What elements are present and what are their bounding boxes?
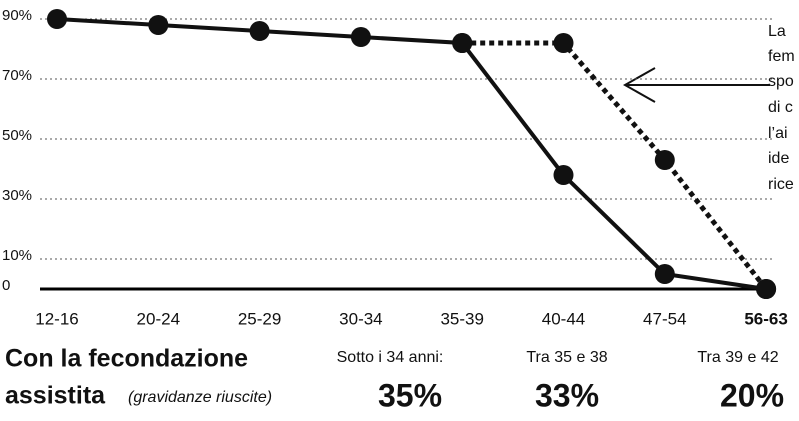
x-tick-label: 47-54 [643, 309, 686, 328]
y-tick-label: 90% [2, 7, 32, 24]
footer-note: (gravidanze riuscite) [128, 389, 272, 406]
x-tick-label: 40-44 [542, 309, 585, 328]
arrow [625, 68, 770, 102]
group-value: 33% [535, 377, 599, 413]
group-value: 35% [378, 377, 442, 413]
point [148, 15, 168, 35]
point [452, 33, 472, 53]
side-text: l’ai [768, 125, 788, 142]
x-tick-label: 20-24 [137, 309, 180, 328]
side-text: ide [768, 150, 789, 167]
footer-title: Con la fecondazione [5, 345, 248, 373]
dotted-line [462, 43, 766, 289]
chart: La fem spo di c l’ai ide rice Con la fec… [0, 0, 799, 421]
point [655, 150, 675, 170]
x-tick-label: 25-29 [238, 309, 281, 328]
y-tick-label: 70% [2, 67, 32, 84]
group-label: Sotto i 34 anni: [337, 349, 444, 366]
point [554, 165, 574, 185]
point [47, 9, 67, 29]
side-panel: La fem spo di c l’ai ide rice [625, 23, 795, 193]
point [655, 264, 675, 284]
footer-title: assistita [5, 382, 106, 410]
point [554, 33, 574, 53]
point [351, 27, 371, 47]
side-text: rice [768, 176, 794, 193]
x-tick-label: 35-39 [440, 309, 483, 328]
y-tick-label: 10% [2, 247, 32, 264]
x-tick-label: 56-63 [744, 309, 787, 328]
group-label: Tra 39 e 42 [697, 349, 778, 366]
group-value: 20% [720, 377, 784, 413]
group-label: Tra 35 e 38 [526, 349, 607, 366]
y-tick-label: 0 [2, 277, 10, 294]
side-text: spo [768, 73, 794, 90]
side-text: fem [768, 48, 795, 65]
side-text: La [768, 23, 786, 40]
x-tick-label: 12-16 [35, 309, 78, 328]
x-tick-label: 30-34 [339, 309, 382, 328]
point [250, 21, 270, 41]
footer: Con la fecondazione assistita (gravidanz… [5, 345, 784, 414]
y-tick-label: 30% [2, 187, 32, 204]
side-text: di c [768, 99, 793, 116]
point [756, 279, 776, 299]
y-tick-label: 50% [2, 127, 32, 144]
